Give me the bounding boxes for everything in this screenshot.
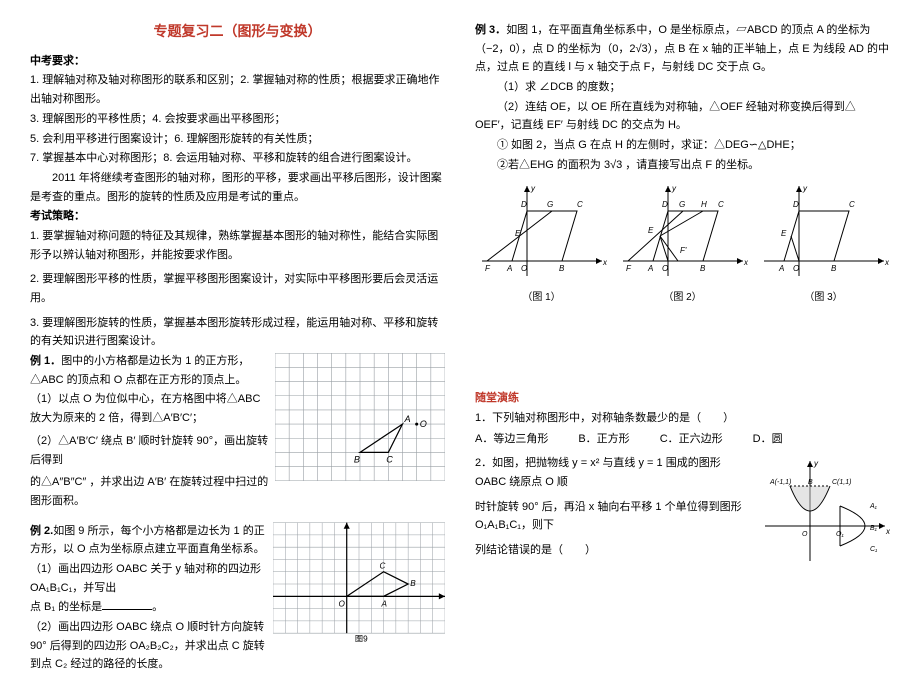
grid-figure-2: O A B C 图9 xyxy=(273,522,445,642)
p1-opt-c: C．正六边形 xyxy=(660,430,723,449)
figure-1: x y F A O B D G C E xyxy=(477,181,607,281)
pf-x: x xyxy=(885,527,890,536)
f3-A: A xyxy=(778,264,784,273)
pf-B1: B₁ xyxy=(870,525,878,532)
ex3-2: （2）连结 OE，以 OE 所在直线为对称轴，△OEF 经轴对称变换后得到△ O… xyxy=(475,98,890,135)
label-b2: B xyxy=(410,579,416,588)
f1-x: x xyxy=(602,258,607,267)
ex3-1: （1）求 ∠DCB 的度数； xyxy=(475,78,890,97)
label-c: C xyxy=(386,455,393,465)
strat-head: 考试策略： xyxy=(30,210,85,222)
label-b: B xyxy=(354,455,360,465)
strat-2: 2. 要理解图形平移的性质，掌握平移图形图案设计，对实际中平移图形要后会灵活运用… xyxy=(30,270,445,307)
f2-H: H xyxy=(701,200,707,209)
strat-1: 1. 要掌握轴对称问题的特征及其规律，熟练掌握基本图形的轴对称性，能结合实际图形… xyxy=(30,227,445,264)
pf-y: y xyxy=(813,459,819,468)
f2-D: D xyxy=(662,200,668,209)
blank-b1 xyxy=(102,599,152,610)
f1-D: D xyxy=(521,200,527,209)
pf-A: A(-1,1) xyxy=(769,479,791,486)
fig2-cap: （图 2） xyxy=(616,289,749,306)
main-title: 专题复习二（图形与变换） xyxy=(30,20,445,44)
label-a: A xyxy=(404,414,411,424)
req-5: 5. 会利用平移进行图案设计；6. 理解图形旋转的有关性质； xyxy=(30,130,445,149)
label-o: O xyxy=(420,419,427,429)
p1: 1．下列轴对称图形中，对称轴条数最少的是（ ） xyxy=(475,409,890,428)
ex3-2b: ②若△EHG 的面积为 3√3 ，请直接写出点 F 的坐标。 xyxy=(475,156,890,175)
ex3-2a: ① 如图 2，当点 G 在点 H 的左侧时，求证：△DEG∽△DHE； xyxy=(475,136,890,155)
ex2-1b: 点 B₁ 的坐标是 xyxy=(30,601,102,613)
ex2-1c: 。 xyxy=(152,601,163,613)
pf-O: O xyxy=(802,531,808,538)
f3-D: D xyxy=(793,200,799,209)
f2-B: B xyxy=(700,264,706,273)
grid-figure-1: A B C O xyxy=(275,352,445,482)
req-1: 1. 理解轴对称及轴对称图形的联系和区别；2. 掌握轴对称的性质；根据要求正确地… xyxy=(30,71,445,108)
p1-opt-a: A．等边三角形 xyxy=(475,430,548,449)
f2-y: y xyxy=(671,184,677,193)
req-head: 中考要求： xyxy=(30,55,85,67)
figure-2: x y F A O B D G H C E F' xyxy=(618,181,748,281)
ex2-head: 例 2. xyxy=(30,525,53,537)
f1-B: B xyxy=(559,264,565,273)
ex3-head: 例 3． xyxy=(475,24,506,36)
req-7: 7. 掌握基本中心对称图形；8. 会运用轴对称、平移和旋转的组合进行图案设计。 xyxy=(30,149,445,168)
f2-x: x xyxy=(743,258,748,267)
f1-E: E xyxy=(515,229,521,238)
f3-y: y xyxy=(802,184,808,193)
figure-3: x y A O B D C E xyxy=(759,181,889,281)
f3-B: B xyxy=(831,264,837,273)
f3-x: x xyxy=(884,258,889,267)
ex2-body: 如图 9 所示，每个小方格都是边长为 1 的正方形，以 O 点为坐标原点建立平面… xyxy=(30,525,265,556)
fig9-caption: 图9 xyxy=(355,634,368,642)
p1-opt-d: D．圆 xyxy=(753,430,783,449)
y-arrow xyxy=(344,522,350,528)
f2-E: E xyxy=(648,226,654,235)
pf-C1: C₁ xyxy=(870,546,878,553)
fig1-cap: （图 1） xyxy=(475,289,608,306)
parabola-region xyxy=(790,486,830,511)
x-arrow xyxy=(439,593,445,599)
f1-C: C xyxy=(577,200,583,209)
f2-Fp: F' xyxy=(680,246,687,255)
f3-E: E xyxy=(781,229,787,238)
pf-B: B xyxy=(808,479,813,486)
f1-y: y xyxy=(530,184,536,193)
req-3: 3. 理解图形的平移性质；4. 会按要求画出平移图形； xyxy=(30,110,445,129)
label-c2: C xyxy=(379,561,385,570)
fig3-cap: （图 3） xyxy=(757,289,890,306)
f3-O: O xyxy=(793,264,799,273)
strat-3: 3. 要理解图形旋转的性质，掌握基本图形旋转形成过程，能运用轴对称、平移和旋转的… xyxy=(30,314,445,351)
f1-parallelogram xyxy=(512,211,577,261)
practice-head: 随堂演练 xyxy=(475,392,519,404)
f1-O: O xyxy=(521,264,527,273)
f1-G: G xyxy=(547,200,553,209)
ex1-head: 例 1． xyxy=(30,355,61,367)
pf-C: C(1,1) xyxy=(832,479,851,486)
p1-opt-b: B．正方形 xyxy=(578,430,629,449)
ex1-body: 图中的小方格都是边长为 1 的正方形，△ABC 的顶点和 O 点都在正方形的顶点… xyxy=(30,355,249,386)
f2-G: G xyxy=(679,200,685,209)
label-o2: O xyxy=(339,599,346,608)
label-a2: A xyxy=(381,599,388,608)
f2-F: F xyxy=(626,264,632,273)
parabola-figure: A(-1,1) B C(1,1) O O₁ A₁ B₁ C₁ x y xyxy=(760,456,890,566)
pf-O1: O₁ xyxy=(836,531,844,538)
grid-lines-2 xyxy=(273,522,445,633)
f2-C: C xyxy=(718,200,724,209)
pf-A1: A₁ xyxy=(869,503,878,510)
f1-F: F xyxy=(485,264,491,273)
req-note: 2011 年将继续考查图形的轴对称，图形的平移，要求画出平移后图形，设计图案是考… xyxy=(30,169,445,206)
f2-A: A xyxy=(647,264,653,273)
f2-O: O xyxy=(662,264,668,273)
ex3-body: 如图 1，在平面直角坐标系中，O 是坐标原点，▱ABCD 的顶点 A 的坐标为（… xyxy=(475,24,889,73)
f1-A: A xyxy=(506,264,512,273)
f3-C: C xyxy=(849,200,855,209)
point-o xyxy=(415,423,418,426)
